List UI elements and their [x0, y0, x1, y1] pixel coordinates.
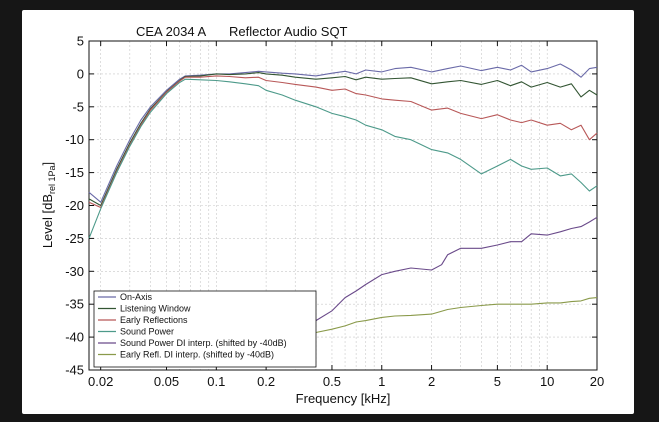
series-line-4 [88, 78, 598, 239]
series-line-2 [88, 72, 598, 207]
x-tick-label: 1 [378, 374, 385, 389]
legend-box [93, 290, 317, 368]
y-tick-label: -15 [65, 165, 84, 180]
y-tick-label: -5 [72, 99, 84, 114]
series-layer [88, 63, 598, 337]
series-line-3 [88, 75, 598, 209]
y-tick-label: -40 [65, 330, 84, 345]
y-tick-label: -45 [65, 363, 84, 378]
legend-entry: On-Axis [120, 292, 153, 302]
ticks-layer: 0.02 0.05 0.1 0.2 0.5 1 2 5 10 20 5 0 -5 -10 -15 -20 -25… [65, 34, 604, 390]
x-tick-label: 0.02 [88, 374, 113, 389]
legend-entry: Listening Window [120, 304, 191, 314]
x-tick-label: 2 [428, 374, 435, 389]
y-tick-label: -35 [65, 297, 84, 312]
y-axis-label-close: ] [40, 162, 55, 166]
y-axis-label-main: Level [dB [40, 194, 55, 248]
series-line-5 [295, 216, 598, 328]
chart-title: CEA 2034 A [136, 24, 206, 39]
x-tick-label: 10 [540, 374, 554, 389]
y-tick-label: -20 [65, 198, 84, 213]
legend-entry: Early Refl. DI interp. (shifted by -40dB… [120, 350, 274, 360]
y-tick-label: -25 [65, 231, 84, 246]
x-tick-label: 20 [590, 374, 604, 389]
legend-entry: Sound Power DI interp. (shifted by -40dB… [120, 338, 287, 348]
x-tick-label: 5 [494, 374, 501, 389]
y-axis-label: Level [dBrel 1Pa] [40, 162, 57, 248]
y-tick-label: -10 [65, 132, 84, 147]
y-tick-label: -30 [65, 264, 84, 279]
x-tick-label: 0.05 [154, 374, 179, 389]
series-line-6 [295, 297, 598, 337]
x-axis-label: Frequency [kHz] [296, 391, 391, 406]
x-tick-label: 0.2 [257, 374, 275, 389]
x-tick-label: 0.5 [323, 374, 341, 389]
legend-entry: Sound Power [120, 327, 174, 337]
y-tick-label: 0 [77, 66, 84, 81]
series-line-1 [88, 63, 598, 203]
x-tick-label: 0.1 [207, 374, 225, 389]
y-axis-label-sub: rel 1Pa [47, 165, 57, 194]
chart-subtitle: Reflector Audio SQT [229, 24, 348, 39]
legend-entry: Early Reflections [120, 315, 188, 325]
y-tick-label: 5 [77, 34, 84, 49]
